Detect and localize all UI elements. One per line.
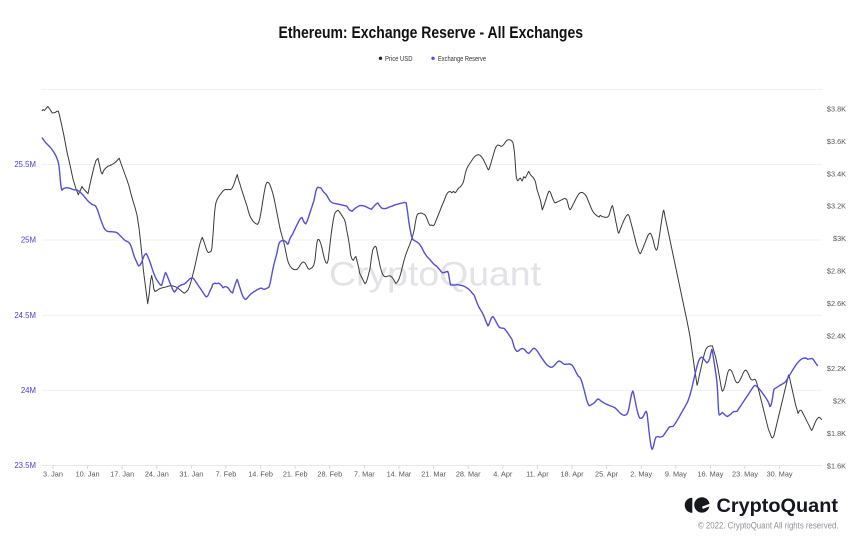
svg-text:Exchange Reserve: Exchange Reserve: [438, 54, 486, 63]
svg-text:4. Apr: 4. Apr: [493, 470, 513, 479]
svg-text:25.5M: 25.5M: [14, 160, 36, 169]
svg-text:$3K: $3K: [833, 234, 846, 243]
svg-text:CryptoQuant: CryptoQuant: [329, 256, 542, 294]
svg-text:18. Apr: 18. Apr: [560, 470, 584, 479]
svg-text:$3.6K: $3.6K: [827, 137, 846, 146]
svg-text:3. Jan: 3. Jan: [43, 470, 63, 479]
svg-text:16. May: 16. May: [697, 470, 723, 479]
svg-text:28. Feb: 28. Feb: [317, 470, 342, 479]
svg-text:25M: 25M: [21, 236, 36, 245]
svg-text:11. Apr: 11. Apr: [526, 470, 549, 479]
svg-text:25. Apr: 25. Apr: [595, 470, 619, 479]
svg-text:28. Mar: 28. Mar: [456, 470, 481, 479]
svg-text:7. Mar: 7. Mar: [354, 470, 375, 479]
svg-text:$1.6K: $1.6K: [827, 462, 846, 471]
svg-text:24.5M: 24.5M: [14, 311, 36, 320]
svg-text:2. May: 2. May: [630, 470, 652, 479]
svg-text:14. Feb: 14. Feb: [248, 470, 273, 479]
svg-text:$3.4K: $3.4K: [827, 169, 846, 178]
svg-text:10. Jan: 10. Jan: [76, 470, 100, 479]
svg-text:$2K: $2K: [833, 397, 846, 406]
svg-text:$2.6K: $2.6K: [827, 299, 846, 308]
svg-text:$3.2K: $3.2K: [827, 202, 846, 211]
svg-text:$2.2K: $2.2K: [827, 364, 846, 373]
svg-text:7. Feb: 7. Feb: [216, 470, 237, 479]
svg-text:30. May: 30. May: [767, 470, 793, 479]
svg-text:23. May: 23. May: [732, 470, 758, 479]
svg-text:Price USD: Price USD: [385, 54, 413, 63]
svg-text:Ethereum: Exchange Reserve - A: Ethereum: Exchange Reserve - All Exchang…: [279, 24, 584, 42]
svg-text:14. Mar: 14. Mar: [387, 470, 412, 479]
svg-text:17. Jan: 17. Jan: [110, 470, 134, 479]
svg-text:CryptoQuant: CryptoQuant: [717, 495, 839, 517]
svg-text:21. Mar: 21. Mar: [421, 470, 446, 479]
svg-text:© 2022. CryptoQuant All rights: © 2022. CryptoQuant All rights reserved.: [698, 521, 839, 531]
svg-text:$2.8K: $2.8K: [827, 267, 846, 276]
svg-text:$2.4K: $2.4K: [827, 332, 846, 341]
svg-text:24M: 24M: [21, 386, 36, 395]
svg-text:21. Feb: 21. Feb: [283, 470, 308, 479]
svg-text:$1.8K: $1.8K: [827, 429, 846, 438]
svg-text:24. Jan: 24. Jan: [145, 470, 169, 479]
svg-text:$3.8K: $3.8K: [827, 104, 846, 113]
svg-text:9. May: 9. May: [665, 470, 687, 479]
svg-text:31. Jan: 31. Jan: [179, 470, 203, 479]
svg-text:23.5M: 23.5M: [14, 461, 36, 470]
